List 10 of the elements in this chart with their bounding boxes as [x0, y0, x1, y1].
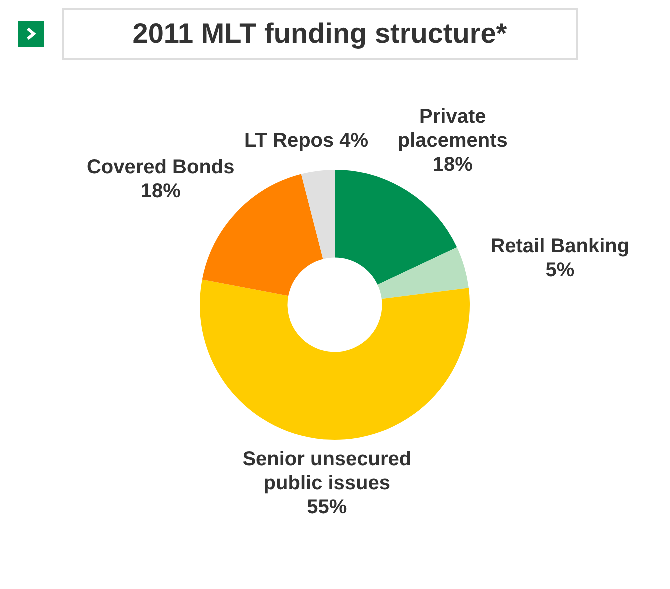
- data-label: 18%: [432, 154, 474, 176]
- chart-title: 2011 MLT funding structure*: [62, 8, 578, 60]
- data-label: 5%: [546, 259, 575, 282]
- slice-label: Private placements: [398, 106, 508, 152]
- data-label: 55%: [307, 496, 348, 518]
- data-label: 18%: [140, 180, 182, 203]
- slice-label: Senior unsecured public issues: [242, 448, 412, 494]
- slice-label: Retail Banking: [490, 235, 630, 258]
- slice-label: LT Repos 4%: [244, 130, 369, 152]
- slice-label: Covered Bonds: [86, 156, 235, 179]
